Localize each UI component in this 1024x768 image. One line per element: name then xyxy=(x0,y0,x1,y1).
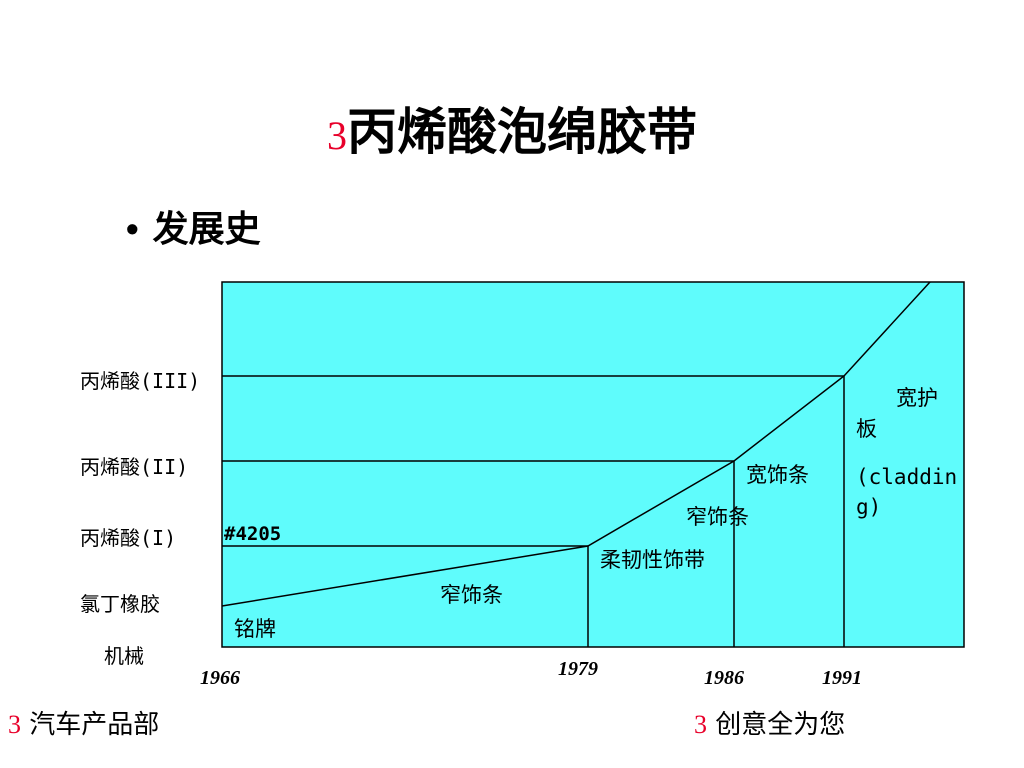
title-text: 丙烯酸泡绵胶带 xyxy=(347,102,697,161)
y-label-acrylic-ii: 丙烯酸(II) xyxy=(80,455,189,479)
y-label-mechanical: 机械 xyxy=(104,644,144,668)
diagram-background xyxy=(221,281,965,648)
label-wide-trim: 宽饰条 xyxy=(746,463,809,487)
bullet-item: • 发展史 xyxy=(126,200,261,252)
y-label-acrylic-iii: 丙烯酸(III) xyxy=(80,369,201,393)
title-number: 3 xyxy=(327,113,347,158)
label-wide-panel-1: 宽护 xyxy=(896,386,938,410)
x-label-1991: 1991 xyxy=(822,667,862,689)
y-label-neoprene: 氯丁橡胶 xyxy=(80,592,160,616)
page-title: 3丙烯酸泡绵胶带 xyxy=(0,92,1024,164)
y-label-acrylic-i: 丙烯酸(I) xyxy=(80,526,177,550)
label-narrow-trim-2: 窄饰条 xyxy=(686,505,749,529)
bullet-text: 发展史 xyxy=(152,208,261,250)
label-wide-panel-2: 板 xyxy=(856,417,877,441)
label-cladding-1: (claddin xyxy=(856,465,957,489)
label-nameplate: 铭牌 xyxy=(234,617,276,641)
x-label-1966: 1966 xyxy=(200,667,240,689)
footer-right-number: 3 xyxy=(694,710,707,739)
footer-left: 3 汽车产品部 xyxy=(8,704,159,741)
footer-left-text: 汽车产品部 xyxy=(29,710,160,740)
bullet-dot-icon: • xyxy=(126,208,139,249)
footer-right: 3 创意全为您 xyxy=(694,704,845,741)
label-flexible-trim: 柔韧性饰带 xyxy=(600,548,705,572)
footer-right-text: 创意全为您 xyxy=(715,710,846,740)
x-label-1979: 1979 xyxy=(558,658,598,680)
x-label-1986: 1986 xyxy=(704,667,744,689)
label-cladding-2: g) xyxy=(856,495,881,519)
label-narrow-trim-1: 窄饰条 xyxy=(440,583,503,607)
footer-left-number: 3 xyxy=(8,710,21,739)
label-code: #4205 xyxy=(224,523,281,545)
